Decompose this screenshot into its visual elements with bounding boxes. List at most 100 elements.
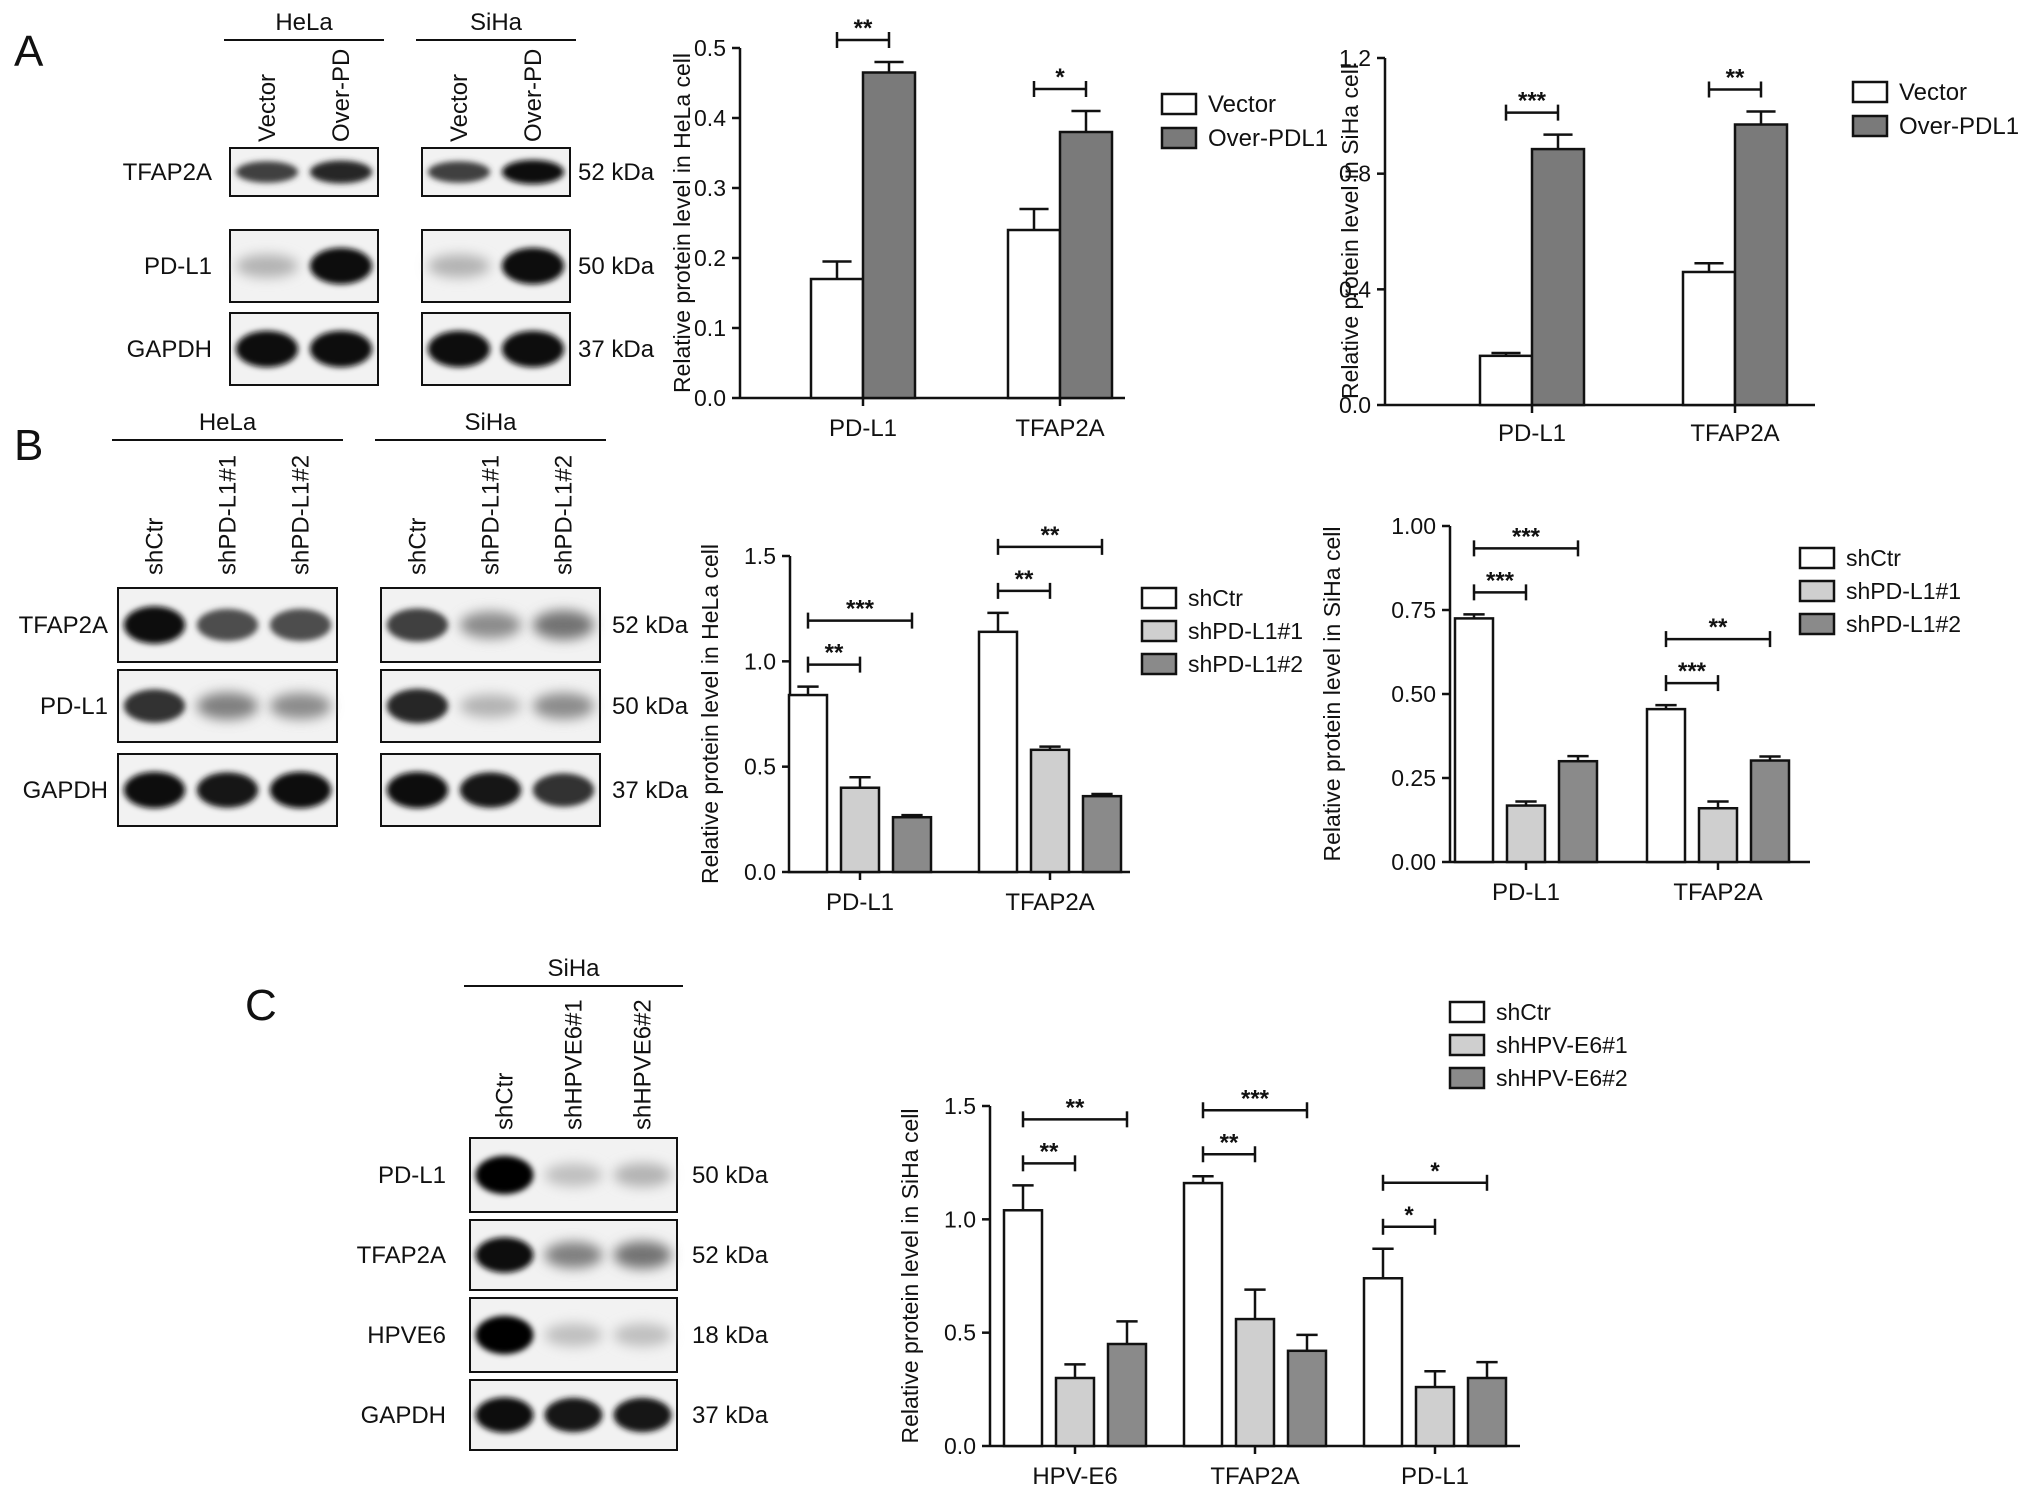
significance-label: ** [825, 640, 844, 667]
blot-group-label: HeLa [199, 409, 257, 436]
y-axis-label: Relative protein level in SiHa cell [1319, 527, 1345, 862]
legend: Vector Over-PDL1 [1851, 79, 2019, 140]
blot-band [386, 688, 449, 724]
blot-band [544, 1397, 603, 1433]
blot-group-label: SiHa [470, 9, 523, 36]
significance-label: ** [1066, 1094, 1085, 1121]
bar [1058, 130, 1114, 400]
significance-label: *** [1518, 88, 1547, 115]
blot-band [427, 254, 491, 278]
significance-label: ** [1040, 1138, 1059, 1165]
bar-chart-b1: 0.0 0.5 1.0 1.5 Relative protein level in He… [697, 522, 1303, 916]
blot-row-label: GAPDH [127, 336, 212, 363]
blot-band [475, 1315, 534, 1355]
blot-band [544, 1163, 603, 1187]
blot-panel-a: HeLa Vector Over-PD SiHa Vector Over-PD TFAP2A… [123, 9, 655, 386]
blot-band [269, 608, 332, 642]
y-axis-label: Relative protein level in SiHa cell [897, 1109, 923, 1444]
significance-label: ** [1220, 1129, 1239, 1156]
y-tick-label: 0.5 [744, 754, 776, 780]
legend-label: Vector [1208, 91, 1276, 118]
blot-band [235, 254, 299, 278]
legend: shCtr shPD-L1#1 shPD-L1#2 [1798, 545, 1961, 637]
y-tick-label: 0.25 [1391, 765, 1436, 791]
blot-band [196, 608, 259, 642]
x-tick-label: TFAP2A [1005, 889, 1094, 916]
legend-label: shPD-L1#1 [1188, 618, 1303, 644]
blot-lane-label: shHPVE6#2 [630, 999, 657, 1130]
y-tick-label: 1.5 [744, 543, 776, 569]
blot-band [613, 1323, 672, 1347]
blot-row-label: TFAP2A [357, 1242, 446, 1269]
bar [1002, 1209, 1044, 1448]
blot-row-label: GAPDH [23, 777, 108, 804]
y-tick-label: 0.75 [1391, 597, 1436, 623]
bar [1697, 806, 1739, 864]
y-tick-label: 0.0 [694, 385, 726, 411]
significance-label: *** [1678, 658, 1707, 685]
panel-letter-c: C [245, 981, 277, 1030]
x-tick-label: TFAP2A [1015, 415, 1104, 442]
blot-row-label: TFAP2A [123, 159, 212, 186]
legend-swatch [1448, 1000, 1486, 1024]
blot-band [235, 161, 299, 183]
y-tick-label: 0.5 [944, 1320, 976, 1346]
y-tick-label: 1.0 [744, 648, 776, 674]
x-tick-label: TFAP2A [1210, 1463, 1299, 1490]
legend-label: shCtr [1846, 545, 1901, 571]
y-tick-label: 0.5 [694, 35, 726, 61]
blot-band [475, 1397, 534, 1433]
bar [1054, 1376, 1096, 1448]
blot-size-label: 50 kDa [578, 253, 655, 280]
y-tick-label: 0.00 [1391, 849, 1436, 875]
y-tick-label: 1.2 [1339, 45, 1371, 71]
blot-lane-label: Vector [254, 74, 281, 142]
blot-band [196, 692, 259, 720]
legend: Vector Over-PDL1 [1160, 91, 1328, 152]
blot-band [309, 247, 373, 285]
legend-swatch [1798, 579, 1836, 603]
bar-chart-c1: 0.0 0.5 1.0 1.5 Relative protein level in Si… [897, 999, 1628, 1490]
blot-lane-label: shPD-L1#2 [551, 455, 578, 575]
y-tick-label: 0.8 [1339, 161, 1371, 187]
y-tick-label: 0.4 [694, 105, 726, 131]
bar [1362, 1277, 1404, 1448]
western-blots: HeLa Vector Over-PD SiHa Vector Over-PD TFAP2A… [19, 9, 769, 1451]
x-tick-label: PD-L1 [1498, 420, 1566, 447]
significance-label: ** [1041, 522, 1060, 549]
blot-size-label: 37 kDa [692, 1402, 769, 1429]
legend-swatch [1448, 1033, 1486, 1057]
blot-size-label: 37 kDa [612, 777, 689, 804]
y-tick-label: 1.5 [944, 1093, 976, 1119]
blot-size-label: 50 kDa [692, 1162, 769, 1189]
blot-band [613, 1241, 672, 1269]
legend-swatch [1851, 114, 1889, 138]
blot-row-label: PD-L1 [144, 253, 212, 280]
blot-lane-label: shHPVE6#1 [561, 999, 588, 1130]
blot-panel-c: SiHa shCtr shHPVE6#1 shHPVE6#2 PD-L1 50 kDa TF… [357, 955, 769, 1451]
bar [1006, 228, 1062, 400]
blot-band [427, 330, 491, 368]
blot-row-label: PD-L1 [40, 693, 108, 720]
blot-band [269, 692, 332, 720]
y-tick-label: 0.0 [944, 1433, 976, 1459]
bar [1029, 748, 1071, 874]
blot-band [386, 608, 449, 642]
blot-band [532, 773, 595, 807]
significance-label: ** [854, 15, 873, 42]
bar [787, 693, 829, 874]
bar [1557, 759, 1599, 864]
significance-label: ** [1726, 64, 1745, 91]
y-tick-label: 0.3 [694, 175, 726, 201]
significance-label: ** [1015, 566, 1034, 593]
blot-group-label: SiHa [464, 409, 517, 436]
legend-swatch [1140, 652, 1178, 676]
blot-group-label: SiHa [547, 955, 600, 982]
blot-lane-label: shCtr [142, 518, 169, 575]
y-tick-label: 1.0 [944, 1206, 976, 1232]
y-tick-label: 0.50 [1391, 681, 1436, 707]
blot-band [501, 159, 565, 185]
legend-swatch [1140, 586, 1178, 610]
legend-label: shCtr [1188, 585, 1243, 611]
blot-band [386, 771, 449, 809]
